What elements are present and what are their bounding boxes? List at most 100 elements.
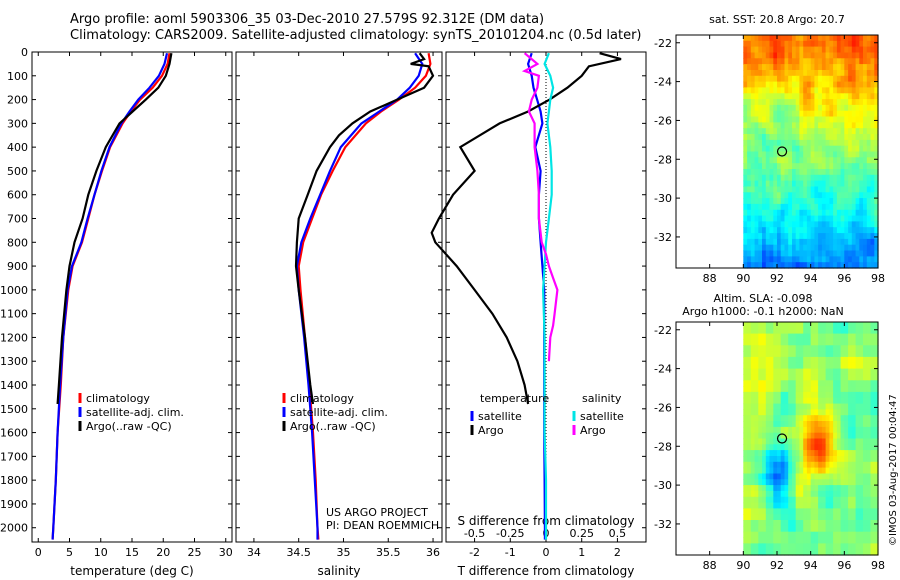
map-cell [754, 345, 759, 352]
map-cell [788, 525, 793, 533]
map-cell [863, 351, 868, 358]
map-cell [780, 250, 785, 257]
map-cell [814, 531, 819, 539]
map-cell [803, 409, 808, 416]
map-cell [792, 345, 797, 352]
map-cell [859, 256, 864, 263]
map-cell [792, 87, 797, 94]
map-cell [765, 438, 771, 445]
map-cell [806, 35, 812, 42]
map-cell [795, 374, 800, 381]
map-cell [829, 256, 834, 263]
map-cell [784, 122, 789, 129]
map-cell [833, 537, 838, 544]
map-cell [814, 244, 819, 252]
map-cell [806, 244, 812, 252]
map-cell [758, 116, 763, 123]
map-cell [792, 227, 797, 234]
map-cell [821, 262, 827, 269]
map-cell [870, 421, 875, 428]
map-cell [784, 525, 789, 533]
map-cell [836, 479, 842, 486]
map-cell [777, 549, 782, 556]
map-cell [795, 508, 800, 515]
map-cell [773, 362, 778, 370]
map-cell [855, 345, 860, 352]
map-cell [806, 169, 812, 176]
map-cell [784, 116, 789, 123]
map-cell [863, 496, 868, 504]
map-cell [833, 145, 838, 153]
map-cell [863, 215, 868, 222]
map-cell [859, 99, 864, 106]
map-cell [874, 104, 879, 112]
map-cell [870, 537, 875, 544]
map-cell [799, 485, 804, 492]
map-cell [743, 333, 748, 340]
map-cell [814, 169, 819, 176]
map-cell [769, 415, 774, 422]
map-cell [859, 531, 864, 539]
map-cell [848, 58, 853, 65]
map-cell [773, 456, 778, 463]
map-cell [844, 116, 849, 123]
map-cell [750, 192, 756, 199]
map-cell [821, 502, 827, 509]
map-cell [866, 227, 872, 234]
map-cell [866, 58, 872, 65]
map-cell [747, 345, 752, 352]
map-cell [859, 520, 864, 527]
map-cell [780, 386, 785, 393]
map-cell [814, 362, 819, 370]
map-cell [806, 215, 812, 222]
map-cell [825, 35, 830, 42]
map-cell [810, 520, 815, 527]
map-cell [758, 198, 763, 205]
map-cell [803, 157, 808, 164]
map-cell [874, 444, 879, 451]
map-cell [863, 46, 868, 53]
map-cell [829, 508, 834, 515]
map-cell [750, 58, 756, 65]
map-cell [795, 233, 800, 240]
map-cell [818, 450, 823, 457]
map-cell [803, 531, 808, 539]
map-cell [821, 549, 827, 556]
map-cell [840, 70, 845, 77]
map-cell [784, 75, 789, 83]
map-cell [747, 356, 752, 364]
map-cell [773, 397, 778, 405]
x-axis-label: T difference from climatology [457, 564, 635, 578]
map-cell [788, 104, 793, 112]
map-cell [799, 75, 804, 83]
map-cell [806, 64, 812, 71]
map-cell [855, 203, 860, 211]
map-cell [758, 262, 763, 269]
map-cell [780, 215, 785, 222]
map-cell [773, 87, 778, 94]
map-cell [874, 174, 879, 182]
map-cell [750, 128, 756, 135]
map-cell [750, 485, 756, 492]
map-cell [866, 403, 872, 410]
map-cell [810, 391, 815, 399]
map-cell [829, 473, 834, 480]
map-cell [754, 221, 759, 228]
map-cell [747, 386, 752, 393]
map-cell [780, 508, 785, 515]
map-cell [747, 380, 752, 387]
map-cell [810, 351, 815, 358]
map-cell [874, 502, 879, 509]
map-cell [743, 432, 748, 440]
map-cell [810, 256, 815, 263]
map-cell [814, 163, 819, 170]
map-cell [743, 438, 748, 445]
map-cell [874, 543, 879, 550]
map-cell [814, 502, 819, 509]
map-cell [814, 81, 819, 88]
map-cell [840, 99, 845, 106]
map-cell [792, 186, 797, 193]
map-cell [747, 490, 752, 498]
map-cell [762, 345, 767, 352]
